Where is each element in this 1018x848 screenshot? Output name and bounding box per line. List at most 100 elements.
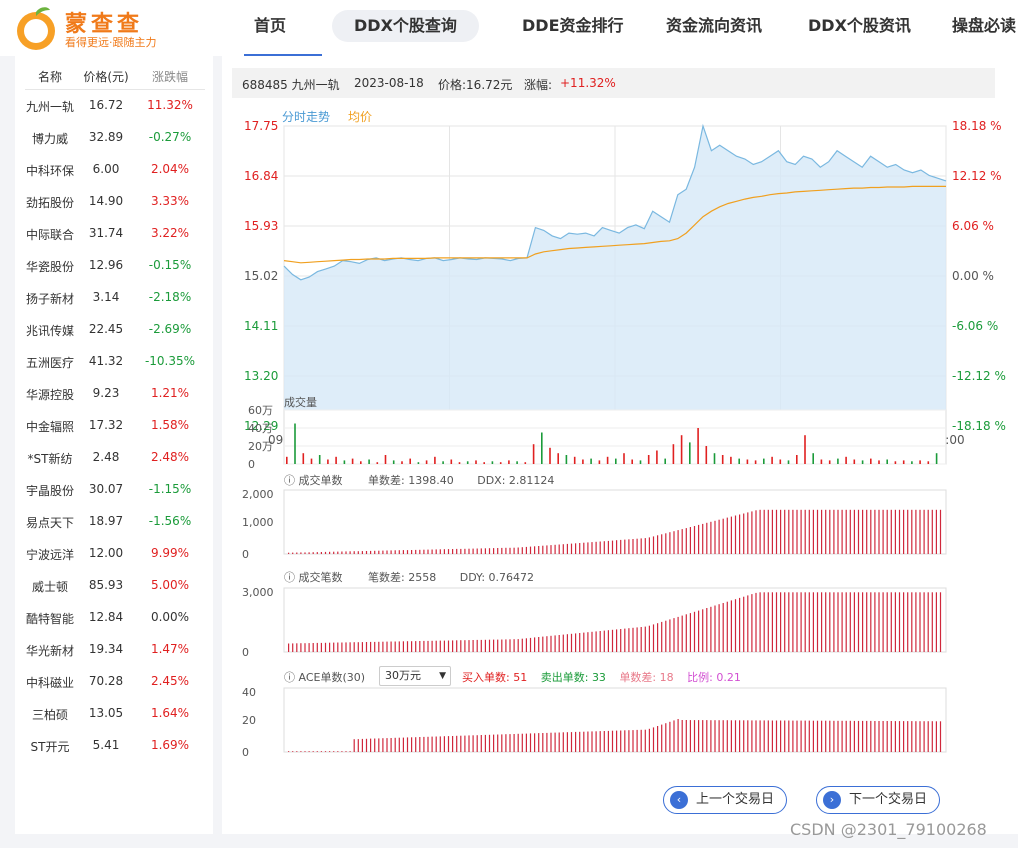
stock-list-row[interactable]: 兆讯传媒 22.45 -2.69%: [25, 314, 205, 346]
volume-bar: [475, 460, 477, 464]
panel-bar: [300, 751, 302, 752]
panel-bar: [874, 721, 876, 752]
stock-name[interactable]: 酷特智能: [25, 612, 74, 626]
stock-name[interactable]: 博力威: [31, 132, 68, 146]
nav-fund-flow-news[interactable]: 资金流向资讯: [666, 16, 763, 35]
stock-list-row[interactable]: 三柏硕 13.05 1.64%: [25, 698, 205, 730]
stock-list-row[interactable]: 五洲医疗 41.32 -10.35%: [25, 346, 205, 378]
prev-day-button[interactable]: ‹ 上一个交易日: [663, 786, 788, 814]
stock-name[interactable]: 易点天下: [25, 516, 74, 530]
panel-bar: [341, 751, 343, 752]
volume-bar: [425, 460, 428, 464]
panel-bar: [406, 737, 409, 752]
panel-bar: [935, 509, 937, 554]
volume-bar: [689, 442, 691, 464]
panel-bar: [411, 641, 413, 652]
stock-list-row[interactable]: 华瓷股份 12.96 -0.15%: [25, 250, 205, 282]
stock-list-row[interactable]: *ST新纺 2.48 2.48%: [25, 442, 205, 474]
nav-ddx-query[interactable]: DDX个股查询: [332, 10, 479, 42]
panel-bar: [349, 551, 351, 554]
stock-price: 3.14: [92, 290, 120, 304]
panel-bar: [509, 734, 511, 752]
nav-ddx-stock-news[interactable]: DDX个股资讯: [808, 16, 911, 35]
stock-list-row[interactable]: 宇晶股份 30.07 -1.15%: [25, 474, 205, 506]
ratio-value: 0.21: [716, 671, 741, 684]
stock-name[interactable]: 九州一轨: [25, 100, 74, 114]
help-icon[interactable]: ⓘ: [284, 571, 295, 584]
stock-list-row[interactable]: 博力威 32.89 -0.27%: [25, 122, 205, 154]
panel-bar: [390, 641, 392, 652]
legend-intraday[interactable]: 分时走势: [282, 110, 331, 124]
stock-list-row[interactable]: 易点天下 18.97 -1.56%: [25, 506, 205, 538]
stock-name[interactable]: 劲拓股份: [25, 196, 74, 210]
stock-name[interactable]: *ST新纺: [27, 452, 73, 466]
brand-logo[interactable]: 蒙查查 看得更远·跟随主力: [12, 4, 212, 52]
nav-dde-ranking[interactable]: DDE资金排行: [522, 16, 624, 35]
panel-bar: [402, 641, 404, 652]
stock-list-row[interactable]: 中科环保 6.00 2.04%: [25, 154, 205, 186]
stock-name[interactable]: 五洲医疗: [25, 356, 74, 370]
stock-name[interactable]: 中金辐照: [25, 420, 74, 434]
volume-tick-label: 20万: [248, 440, 273, 453]
stock-list-row[interactable]: 九州一轨 16.72 11.32%: [25, 90, 205, 122]
stock-price: 85.93: [88, 578, 124, 592]
stock-list-row[interactable]: 中科磁业 70.28 2.45%: [25, 666, 205, 698]
stock-name[interactable]: 中科环保: [25, 164, 74, 178]
help-icon[interactable]: ⓘ: [284, 671, 295, 684]
ace-threshold-select[interactable]: 30万元 ▼: [379, 666, 451, 686]
next-day-button[interactable]: › 下一个交易日: [816, 786, 941, 814]
volume-bar: [343, 460, 346, 464]
stock-list-row[interactable]: ST开元 5.41 1.69%: [25, 730, 205, 762]
stock-list-row[interactable]: 酷特智能 12.84 0.00%: [25, 602, 205, 634]
panel-bar: [821, 592, 823, 652]
legend-avg-price[interactable]: 均价: [348, 110, 373, 124]
panel-bar: [616, 540, 618, 554]
stock-list-row[interactable]: 华光新材 19.34 1.47%: [25, 634, 205, 666]
panel-bar: [472, 548, 474, 554]
stock-name[interactable]: ST开元: [30, 740, 70, 754]
help-icon[interactable]: ⓘ: [284, 474, 295, 487]
stock-name[interactable]: 华光新材: [25, 644, 74, 658]
sell-count-label: 卖出单数:: [540, 671, 589, 684]
panel-bar: [378, 738, 380, 752]
stock-list-row[interactable]: 中金辐照 17.32 1.58%: [25, 410, 205, 442]
panel-bar: [390, 738, 392, 752]
panel-bar: [329, 551, 331, 554]
panel-bar: [669, 619, 671, 652]
panel-bar: [460, 735, 462, 752]
volume-bar: [746, 459, 749, 464]
stock-name[interactable]: 华瓷股份: [25, 260, 74, 274]
stock-list-row[interactable]: 华源控股 9.23 1.21%: [25, 378, 205, 410]
nav-home[interactable]: 首页: [254, 16, 287, 35]
stock-name[interactable]: 宇晶股份: [25, 484, 74, 498]
volume-bar: [779, 459, 782, 464]
volume-bar: [590, 458, 592, 464]
panel-bar: [710, 720, 712, 752]
panel-bar: [706, 608, 708, 652]
panel-bar: [919, 509, 921, 554]
stock-list-row[interactable]: 威士顿 85.93 5.00%: [25, 570, 205, 602]
panel-bar: [292, 643, 294, 652]
trade-count-title: 成交笔数: [298, 571, 343, 584]
stock-name[interactable]: 扬子新材: [25, 292, 74, 306]
stock-list-row[interactable]: 劲拓股份 14.90 3.33%: [25, 186, 205, 218]
stock-list-row[interactable]: 扬子新材 3.14 -2.18%: [25, 282, 205, 314]
stock-name[interactable]: 中科磁业: [25, 676, 74, 690]
panel-bar: [923, 592, 925, 652]
panel-bar: [378, 641, 380, 652]
stock-name[interactable]: 三柏硕: [31, 708, 68, 722]
stock-name[interactable]: 宁波远洋: [25, 548, 74, 562]
panel-bar: [513, 639, 515, 652]
stock-list-row[interactable]: 宁波远洋 12.00 9.99%: [25, 538, 205, 570]
stock-name[interactable]: 威士顿: [31, 580, 68, 594]
stock-list-row[interactable]: 中际联合 31.74 3.22%: [25, 218, 205, 250]
stock-name[interactable]: 兆讯传媒: [25, 324, 74, 338]
stock-name[interactable]: 华源控股: [25, 388, 74, 402]
panel-bar: [443, 640, 445, 652]
panel-bar: [435, 736, 437, 752]
stock-change: 2.04%: [150, 162, 190, 176]
panel-bar: [521, 733, 523, 752]
volume-bar: [615, 458, 617, 464]
nav-must-read[interactable]: 操盘必读: [952, 16, 1017, 35]
stock-name[interactable]: 中际联合: [25, 228, 74, 242]
